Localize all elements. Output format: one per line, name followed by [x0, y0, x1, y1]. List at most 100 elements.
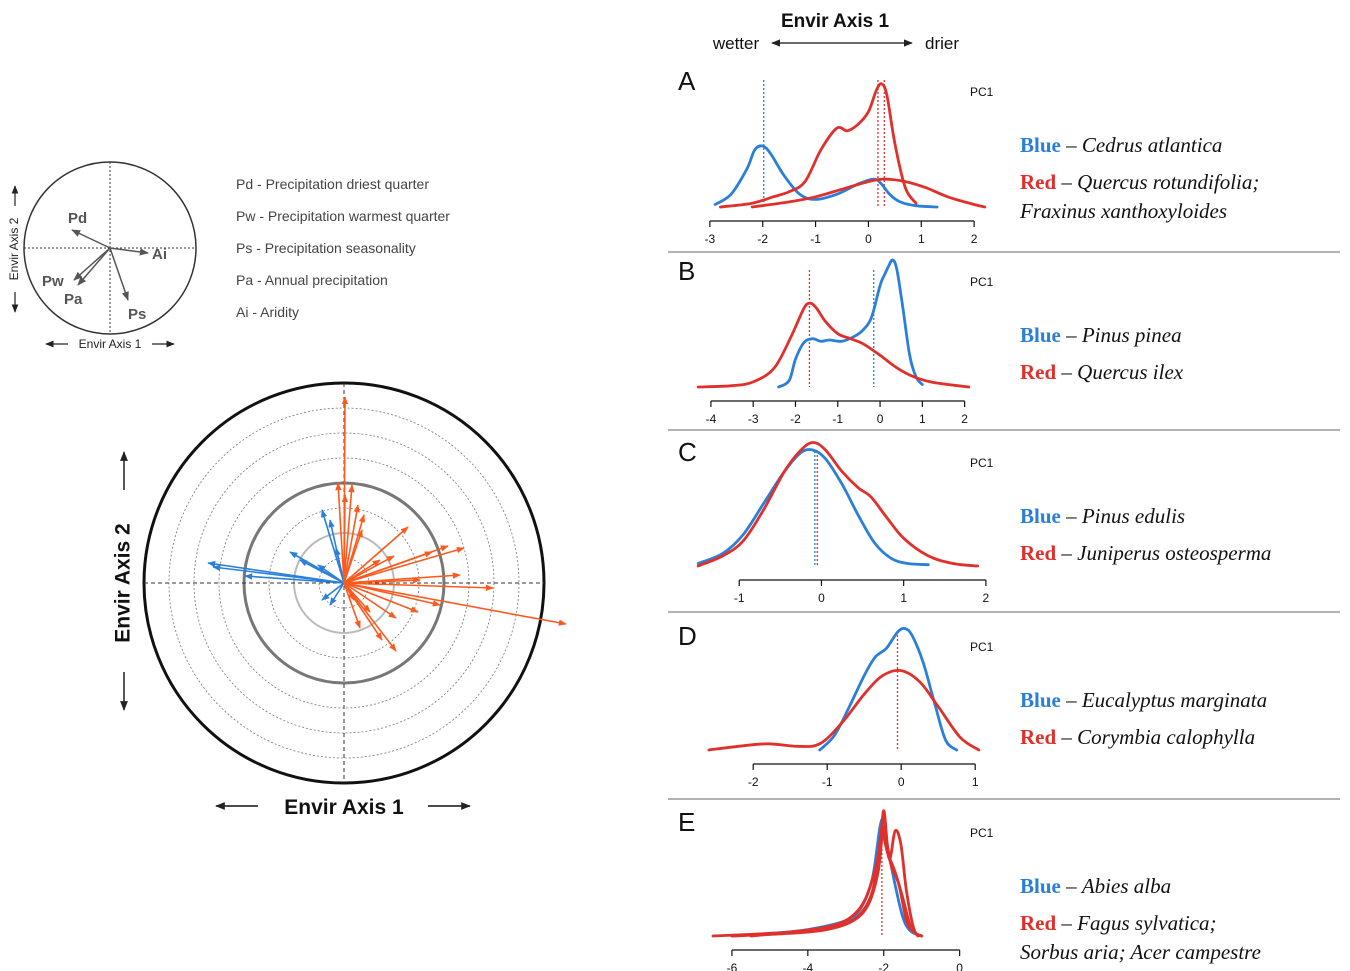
x-tick-label: -2 — [790, 412, 801, 426]
blue-vector — [212, 564, 345, 584]
orange-vector — [343, 582, 371, 613]
panel-letter: E — [678, 807, 695, 837]
density-curve-red — [711, 809, 924, 938]
x-tick-label: 1 — [972, 775, 979, 789]
orange-vectors — [335, 396, 567, 652]
panel-letter: D — [678, 621, 697, 651]
density-curve-red — [696, 301, 971, 389]
panel-letter: B — [678, 256, 695, 286]
density-curve-red — [707, 668, 981, 752]
orange-vector — [335, 482, 345, 584]
vector-label-pa: Pa — [64, 291, 83, 308]
x-tick-label: 2 — [971, 232, 978, 246]
density-curve-blue — [696, 448, 930, 567]
vector-description: Pd - Precipitation driest quarter — [236, 176, 429, 192]
x-tick-label: 1 — [918, 232, 925, 246]
x-tick-label: -1 — [832, 412, 843, 426]
blue-vector — [329, 582, 345, 606]
x-tick-label: 2 — [983, 591, 990, 605]
blue-vector — [321, 582, 345, 601]
x-tick-label: -1 — [822, 775, 833, 789]
orange-vector — [343, 529, 363, 584]
species-red-label: Red – Corymbia calophylla — [1020, 725, 1255, 749]
header-drier: drier — [925, 34, 959, 53]
x-tick-label: -6 — [727, 961, 738, 971]
density-curve-red — [719, 82, 918, 209]
species-red-label: Red – Quercus rotundifolia; — [1020, 170, 1259, 194]
density-panel-e: E PC1 -6 -4 -2 0 Blue – Abies alba Red – Fagus … — [678, 807, 1261, 971]
density-curve-red — [696, 441, 980, 568]
vector-description: Pa - Annual precipitation — [236, 272, 388, 288]
pc-label: PC1 — [970, 640, 994, 654]
density-panels: A PC1 -3 -2 -1 0 1 2 Blue – Cedrus atlantica Red … — [668, 66, 1340, 971]
vector-ai-arrow — [109, 247, 149, 256]
species-blue-label: Blue – Pinus pinea — [1020, 323, 1182, 347]
density-curve-blue — [818, 626, 959, 752]
x-tick-label: -2 — [748, 775, 759, 789]
x-tick-label: 1 — [900, 591, 907, 605]
vector-label-ps: Ps — [128, 306, 146, 323]
panel-letter: A — [678, 66, 696, 96]
orange-vector — [343, 582, 494, 591]
species-red-label: Red – Fagus sylvatica; — [1020, 911, 1217, 935]
orange-vector — [343, 484, 355, 584]
vector-label-ai: Ai — [152, 246, 167, 263]
species-blue-label: Blue – Eucalyptus marginata — [1020, 688, 1267, 712]
vector-descriptions: Pd - Precipitation driest quarter Pw - P… — [236, 176, 450, 320]
species-blue-label: Blue – Abies alba — [1020, 874, 1171, 898]
density-curve-blue — [777, 258, 924, 389]
x-tick-label: 0 — [865, 232, 872, 246]
x-tick-label: -1 — [734, 591, 745, 605]
x-tick-label: 0 — [898, 775, 905, 789]
orange-vector — [343, 546, 465, 584]
orange-vector — [343, 582, 441, 607]
x-tick-label: 0 — [956, 961, 963, 971]
species-blue-label: Blue – Cedrus atlantica — [1020, 133, 1222, 157]
density-curve-red — [730, 825, 924, 938]
orange-vector — [343, 582, 567, 626]
blue-vector — [334, 547, 345, 584]
blue-vectors — [207, 509, 345, 606]
blue-vector — [317, 564, 345, 584]
orange-vector — [343, 577, 421, 584]
species-red-label-cont: Fraxinus xanthoxyloides — [1019, 199, 1227, 223]
orange-vector — [343, 504, 360, 584]
species-red-label: Red – Quercus ilex — [1020, 360, 1184, 384]
vector-description: Ai - Aridity — [236, 304, 299, 320]
vector-ps-arrow — [109, 247, 129, 301]
orange-vector — [343, 526, 409, 584]
vector-pa-arrow — [77, 247, 111, 286]
density-curve-blue — [713, 144, 939, 209]
legend-axis1-label: Envir Axis 1 — [79, 337, 142, 351]
vector-label-pd: Pd — [68, 210, 87, 227]
pc-label: PC1 — [970, 456, 994, 470]
blue-vector — [321, 509, 345, 584]
vector-description: Pw - Precipitation warmest quarter — [236, 208, 450, 224]
species-red-label-cont: Sorbus aria; Acer campestre — [1020, 940, 1261, 964]
pc-label: PC1 — [970, 275, 994, 289]
vector-description: Ps - Precipitation seasonality — [236, 240, 416, 256]
x-tick-label: -1 — [810, 232, 821, 246]
density-panel-c: C PC1 -1 0 1 2 Blue – Pinus edulis Red – Junipe… — [668, 437, 1340, 613]
pc-label: PC1 — [970, 85, 994, 99]
polar-plot: Envir Axis 1 Envir Axis 2 — [112, 381, 567, 819]
x-tick-label: -3 — [705, 232, 716, 246]
species-red-label: Red – Juniperus osteosperma — [1020, 541, 1271, 565]
orange-vector — [343, 551, 433, 584]
density-panel-b: B PC1 -4 -3 -2 -1 0 1 2 Blue – Pinus pinea Red – Q… — [668, 256, 1340, 431]
header-title: Envir Axis 1 — [781, 11, 890, 32]
legend-axis2-label: Envir Axis 2 — [7, 217, 21, 280]
x-tick-label: -3 — [748, 412, 759, 426]
density-curve-red — [750, 177, 987, 209]
x-tick-label: -4 — [706, 412, 717, 426]
orange-vector — [343, 582, 397, 619]
header-wetter: wetter — [712, 34, 760, 53]
orange-vector — [343, 559, 381, 584]
species-blue-label: Blue – Pinus edulis — [1020, 504, 1185, 528]
pc-label: PC1 — [970, 826, 994, 840]
vector-label-pw: Pw — [42, 273, 64, 290]
polar-axis1-label: Envir Axis 1 — [284, 796, 404, 819]
x-tick-label: 0 — [877, 412, 884, 426]
density-panel-a: A PC1 -3 -2 -1 0 1 2 Blue – Cedrus atlantica Red … — [668, 66, 1340, 253]
